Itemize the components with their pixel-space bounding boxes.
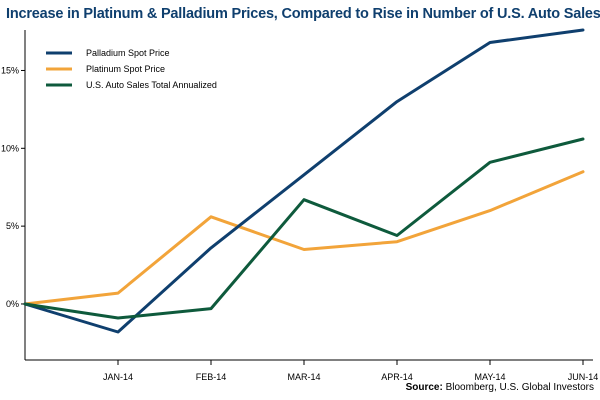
legend-label: U.S. Auto Sales Total Annualized [86,80,217,90]
y-tick-label: 0% [6,299,19,309]
chart-title: Increase in Platinum & Palladium Prices,… [6,6,600,22]
y-tick-label: 5% [6,221,19,231]
x-axis-ticks: JAN-14 FEB-14 MAR-14 APR-14 MAY-14 JUN-14 [103,360,598,382]
legend-label: Palladium Spot Price [86,48,170,58]
y-tick-label: 10% [1,143,19,153]
series-line-u-s-auto-sales-total-annualized [23,137,585,320]
source-note: Source: Bloomberg, U.S. Global Investors [406,382,594,393]
y-axis-ticks: 0% 5% 10% 15% [1,65,25,309]
x-tick-label: MAY-14 [474,372,505,382]
x-tick-label: APR-14 [381,372,413,382]
y-tick-label: 15% [1,65,19,75]
x-tick-label: FEB-14 [196,372,227,382]
source-label: Source: [405,382,443,393]
x-tick-label: JAN-14 [103,372,133,382]
legend-label: Platinum Spot Price [86,64,165,74]
series-line-platinum-spot-price [23,170,585,306]
x-tick-label: JUN-14 [568,372,599,382]
source-text: Bloomberg, U.S. Global Investors [445,382,594,393]
legend: Palladium Spot Price Platinum Spot Price U… [46,48,217,90]
x-tick-label: MAR-14 [287,372,320,382]
series-line-palladium-spot-price [23,28,585,334]
series-lines [23,28,585,334]
